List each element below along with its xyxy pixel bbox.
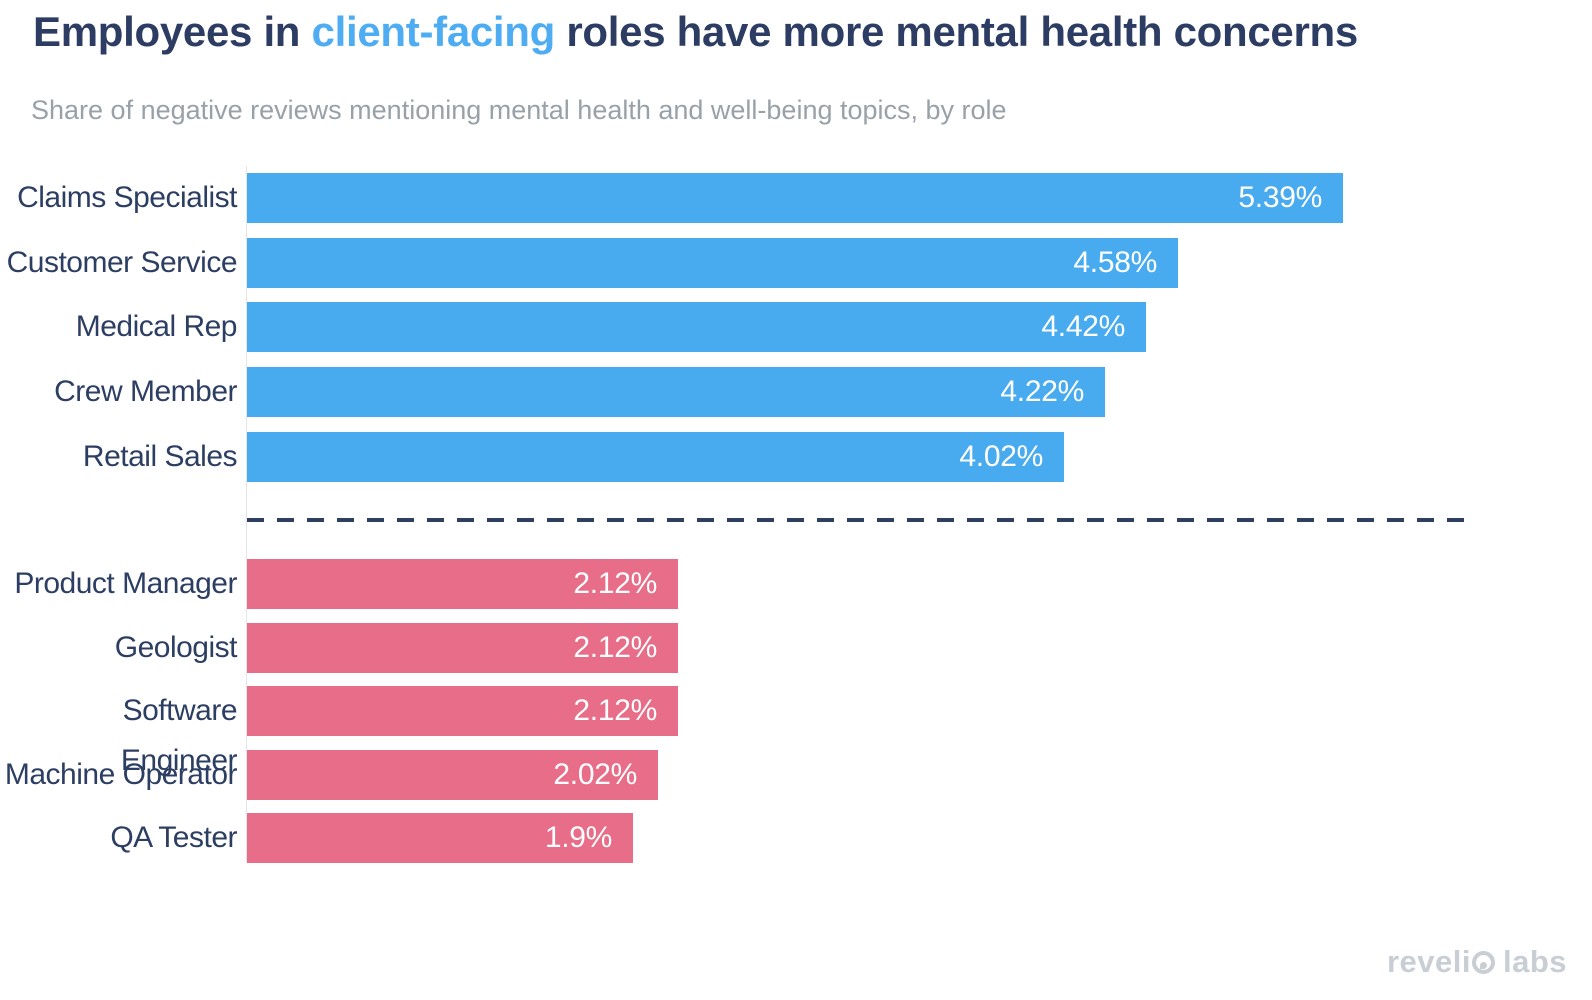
bar-value-label: 2.02% — [553, 757, 637, 791]
bar-value-label: 4.22% — [1000, 375, 1084, 409]
bar-row-label: Customer Service — [6, 245, 238, 279]
logo-text-reveli: reveli — [1386, 944, 1471, 979]
bar-row-label: Geologist — [114, 630, 238, 664]
bar-client-facing: 4.22% — [247, 367, 1105, 418]
bar-row-label: Software Engineer — [120, 694, 238, 777]
revelio-labs-logo: reveli labs — [1387, 944, 1567, 980]
bar-value-label: 4.58% — [1073, 245, 1157, 279]
bar-value-label: 5.39% — [1238, 181, 1322, 214]
bar-row-label: Medical Rep — [75, 310, 238, 344]
bar-value-label: 4.42% — [1041, 310, 1125, 344]
chart-title: Employees in client-facing roles have mo… — [33, 8, 1358, 56]
revelio-o-icon — [1471, 950, 1495, 974]
bar-client-facing: 4.02% — [247, 431, 1064, 482]
bar-value-label: 2.12% — [573, 694, 657, 727]
bar-row-label: Retail Sales — [82, 439, 238, 473]
y-axis-line — [246, 166, 247, 862]
bar-value-label: 4.02% — [959, 439, 1043, 473]
bar-row-label: Crew Member — [54, 375, 237, 409]
bar-client-facing: 5.39% — [247, 173, 1343, 223]
bar-value-label: 1.9% — [544, 821, 612, 854]
bar-row-label: QA Tester — [110, 821, 237, 854]
title-pre: Employees in — [33, 8, 312, 55]
logo-text-labs: labs — [1502, 944, 1567, 979]
bar-row-label: Machine Operator — [4, 757, 238, 791]
revelio-o-dot-icon — [1479, 961, 1487, 969]
chart-subtitle: Share of negative reviews mentioning men… — [31, 95, 1007, 125]
bar-non-client-facing: 2.12% — [247, 686, 678, 736]
bar-value-label: 2.12% — [573, 567, 657, 600]
bar-row-label: Product Manager — [14, 567, 237, 600]
title-highlight: client-facing — [311, 8, 556, 55]
bar-non-client-facing: 2.12% — [247, 559, 678, 609]
bar-value-label: 2.12% — [573, 630, 657, 664]
bar-client-facing: 4.58% — [247, 237, 1178, 288]
bar-non-client-facing: 2.12% — [247, 622, 678, 673]
bar-non-client-facing: 1.9% — [247, 813, 633, 863]
bar-row-label: Claims Specialist — [17, 181, 237, 214]
group-divider-dashed-line — [247, 518, 1467, 522]
bar-client-facing: 4.42% — [247, 302, 1146, 353]
title-post: roles have more mental health concerns — [555, 8, 1358, 55]
bar-non-client-facing: 2.02% — [247, 749, 658, 800]
